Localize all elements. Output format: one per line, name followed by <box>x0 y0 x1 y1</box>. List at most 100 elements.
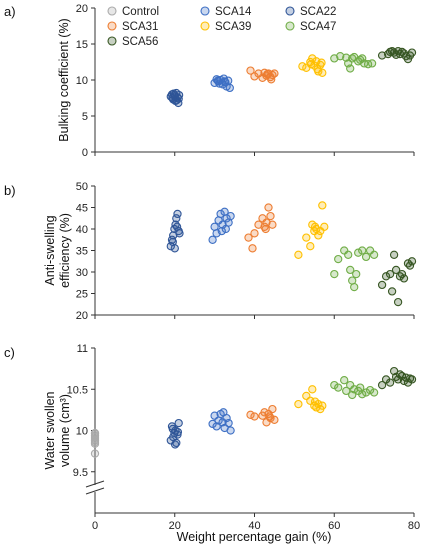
data-point-sca47 <box>334 254 343 264</box>
data-point-sca22 <box>216 209 225 219</box>
series-sca47-c <box>330 376 379 400</box>
data-point-sca22 <box>220 77 229 86</box>
series-sca39-b <box>294 201 329 259</box>
data-point-sca56 <box>385 269 395 279</box>
data-point-sca31 <box>244 233 253 242</box>
data-point-sca47 <box>352 269 361 279</box>
data-point-sca47 <box>356 55 365 64</box>
series-control-c <box>90 428 100 458</box>
data-point-sca14 <box>170 440 180 449</box>
data-point-sca47 <box>350 282 359 292</box>
data-point-sca39 <box>310 397 320 406</box>
y-tick-label-b: 20 <box>76 310 88 322</box>
data-point-sca31 <box>268 220 277 229</box>
data-point-sca39 <box>306 60 316 69</box>
y-tick-label-b: 40 <box>76 224 88 236</box>
data-point-sca39 <box>318 201 327 210</box>
series-sca47-b <box>330 246 379 292</box>
legend-item-sca22: SCA22 <box>285 6 336 18</box>
y-tick-label-c: 10 <box>76 426 88 438</box>
y-tick-label-a: 15 <box>76 39 88 51</box>
legend-label-sca22: SCA22 <box>300 6 336 18</box>
data-point-sca22 <box>225 83 234 93</box>
series-sca31-c <box>246 404 279 427</box>
data-point-sca47 <box>346 64 355 73</box>
data-point-sca39 <box>310 222 320 231</box>
data-point-sca39 <box>302 233 311 242</box>
data-point-sca47 <box>369 388 379 397</box>
data-point-sca56 <box>377 280 387 290</box>
data-point-sca56 <box>377 380 387 390</box>
legend: Control SCA31 SCA56 SCA14 SCA39 SCA22 SCA47 <box>107 6 336 48</box>
legend-marker-sca47 <box>285 21 295 31</box>
y-tick-label-b: 35 <box>76 246 88 258</box>
data-point-sca14 <box>173 427 183 437</box>
data-point-sca39 <box>308 385 317 394</box>
y-tick-label-a: 0 <box>82 147 88 159</box>
data-point-sca39 <box>294 399 303 409</box>
x-tick-label: 40 <box>248 520 260 532</box>
data-point-sca47 <box>361 388 371 397</box>
data-point-sca47 <box>344 250 353 259</box>
y-tick-label-c: 9.5 <box>73 467 88 479</box>
data-point-sca22 <box>226 211 235 221</box>
data-point-sca39 <box>317 58 326 67</box>
x-tick-label: 80 <box>408 520 420 532</box>
panel-a-bulking: 0 5 10 15 20 Bulking coefficient (%) <box>57 3 417 159</box>
data-point-control <box>90 449 100 458</box>
legend-item-sca14: SCA14 <box>200 6 252 18</box>
data-point-sca47 <box>365 385 375 395</box>
y-axis-title-c-line1: Water swollen <box>43 391 57 469</box>
data-point-sca22 <box>219 408 228 417</box>
data-point-sca22 <box>222 214 231 223</box>
data-point-sca39 <box>314 231 323 240</box>
legend-item-sca47: SCA47 <box>285 21 336 33</box>
series-sca56-b <box>377 250 417 307</box>
panel-c-water-volume: 9.5 10 10.5 11 0 20 40 60 80 Water swollen volume … <box>43 343 420 532</box>
legend-marker-control <box>107 6 117 16</box>
data-point-sca56 <box>389 250 399 259</box>
data-point-sca39 <box>320 222 329 231</box>
legend-label-sca56: SCA56 <box>122 36 158 48</box>
data-point-sca56 <box>395 370 405 379</box>
data-point-sca56 <box>405 261 415 270</box>
y-tick-label-b: 45 <box>76 203 88 215</box>
series-sca39-c <box>294 385 327 414</box>
data-point-sca31 <box>266 211 275 221</box>
data-point-sca39 <box>306 242 315 251</box>
y-tick-label-c: 10.5 <box>67 384 88 396</box>
legend-item-control: Control <box>107 6 159 18</box>
series-sca22-c <box>208 408 235 435</box>
legend-marker-sca39 <box>200 21 210 31</box>
data-point-sca56 <box>407 257 417 266</box>
series-sca14-a <box>166 88 184 108</box>
axis-break-mark-lower <box>85 487 105 495</box>
data-point-sca56 <box>387 287 397 296</box>
series-sca56-c <box>377 366 417 390</box>
data-point-sca14 <box>168 237 177 247</box>
data-point-sca14 <box>173 209 182 219</box>
data-point-sca47 <box>348 54 357 63</box>
data-point-sca22 <box>224 418 233 428</box>
series-sca31-a <box>246 66 279 84</box>
y-tick-label-c: 11 <box>77 343 88 355</box>
panel-letter-a: a) <box>4 4 16 19</box>
x-tick-label: 20 <box>169 520 181 532</box>
data-point-sca31 <box>254 220 263 229</box>
data-point-sca47 <box>342 386 351 396</box>
data-point-control <box>90 428 100 438</box>
data-point-sca31 <box>250 229 259 238</box>
x-axis-title: Weight percentage gain (%) <box>177 530 332 544</box>
legend-item-sca31: SCA31 <box>107 21 158 33</box>
legend-label-sca14: SCA14 <box>215 6 252 18</box>
data-point-sca56 <box>407 48 417 57</box>
series-sca22-a <box>210 74 234 93</box>
series-sca47-a <box>330 52 377 73</box>
data-point-sca56 <box>399 274 409 283</box>
panel-letter-c: c) <box>4 345 15 360</box>
legend-label-sca47: SCA47 <box>300 21 336 33</box>
data-point-sca22 <box>226 426 235 435</box>
data-point-sca22 <box>213 76 222 85</box>
data-point-sca47 <box>369 250 379 259</box>
